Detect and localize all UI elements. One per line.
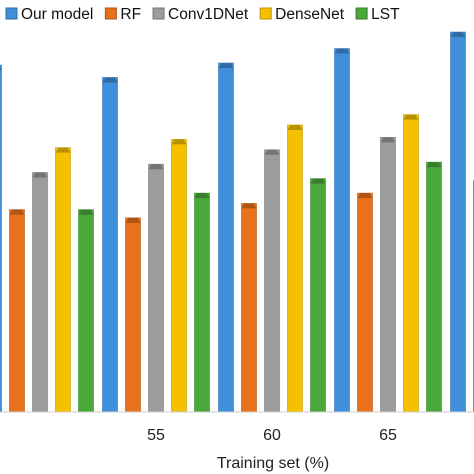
bar-lst-65 xyxy=(426,161,442,413)
legend-label: Our model xyxy=(21,6,93,23)
bar-our-model-60 xyxy=(218,62,234,413)
bar-our-model-70 xyxy=(450,31,466,413)
bar-rf-60 xyxy=(241,203,257,413)
bar-rf-65 xyxy=(357,192,373,413)
bar-rf-50 xyxy=(9,209,25,413)
legend-swatch xyxy=(355,7,368,20)
legend-swatch xyxy=(104,7,117,20)
legend-label: LST xyxy=(371,6,400,23)
legend-item-conv1dnet: Conv1DNet xyxy=(152,6,249,23)
x-tick-label-65: 65 xyxy=(379,427,397,444)
legend-swatch xyxy=(152,7,165,20)
bar-lst-60 xyxy=(310,178,326,413)
bar-lst-55 xyxy=(194,192,210,413)
bar-conv1dnet-65 xyxy=(380,137,396,413)
legend-label: Conv1DNet xyxy=(168,6,249,23)
legend-item-lst: LST xyxy=(355,6,400,23)
x-axis-label: Training set (%) xyxy=(217,455,329,472)
legend-item-rf: RF xyxy=(104,6,141,23)
x-tick-label-55: 55 xyxy=(147,427,165,444)
bars-layer xyxy=(0,31,474,413)
bar-densenet-50 xyxy=(55,147,71,413)
bar-densenet-65 xyxy=(403,114,419,413)
bar-our-model-55 xyxy=(102,77,118,413)
bar-our-model-65 xyxy=(334,48,350,413)
legend-swatch xyxy=(259,7,272,20)
x-tick-labels: 55606570 xyxy=(147,427,397,444)
bar-densenet-55 xyxy=(171,139,187,413)
bar-our-model-50 xyxy=(0,64,2,413)
legend-item-densenet: DenseNet xyxy=(259,6,345,23)
bar-densenet-60 xyxy=(287,124,303,413)
bar-rf-55 xyxy=(125,217,141,413)
legend: Our model RF Conv1DNet DenseNet LST xyxy=(5,6,400,23)
legend-label: RF xyxy=(120,6,141,23)
legend-item-our-model: Our model xyxy=(5,6,93,23)
bar-conv1dnet-55 xyxy=(148,163,164,413)
bar-lst-50 xyxy=(78,209,94,413)
x-tick-label-60: 60 xyxy=(263,427,281,444)
bar-conv1dnet-50 xyxy=(32,172,48,413)
legend-swatch xyxy=(5,7,18,20)
bar-conv1dnet-60 xyxy=(264,149,280,413)
legend-label: DenseNet xyxy=(275,6,345,23)
